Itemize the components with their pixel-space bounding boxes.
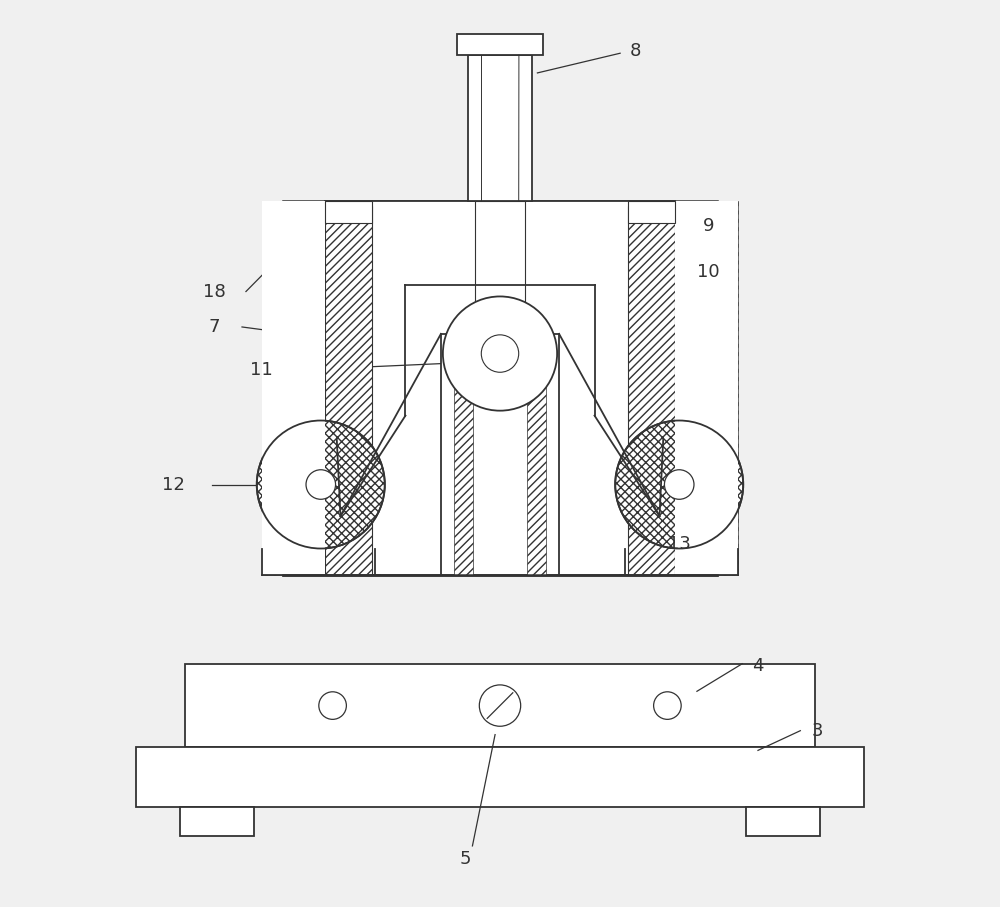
Bar — [468, 55, 532, 201]
Bar — [325, 206, 372, 575]
Text: 3: 3 — [811, 722, 823, 740]
Text: 4: 4 — [752, 657, 764, 675]
Circle shape — [486, 692, 514, 719]
Bar — [325, 201, 372, 222]
Bar — [283, 201, 717, 575]
Bar — [675, 201, 738, 575]
Text: 11: 11 — [250, 361, 273, 379]
Bar — [628, 201, 675, 222]
Circle shape — [479, 685, 521, 727]
Circle shape — [306, 470, 336, 499]
Bar — [457, 34, 543, 55]
Bar — [717, 201, 738, 575]
Circle shape — [615, 421, 743, 549]
Text: 18: 18 — [203, 282, 226, 300]
Circle shape — [664, 470, 694, 499]
Circle shape — [654, 692, 681, 719]
Text: 9: 9 — [703, 217, 715, 235]
Bar — [441, 334, 559, 575]
Bar — [475, 201, 525, 575]
Bar — [628, 206, 675, 575]
Bar — [262, 201, 283, 575]
Bar — [746, 806, 820, 836]
Bar — [136, 747, 864, 806]
Text: 12: 12 — [162, 475, 185, 493]
Circle shape — [481, 335, 519, 372]
Circle shape — [257, 421, 385, 549]
Bar — [185, 664, 815, 747]
Bar — [527, 334, 546, 575]
Text: 5: 5 — [460, 850, 471, 868]
Bar — [454, 334, 473, 575]
Circle shape — [443, 297, 557, 411]
Text: 7: 7 — [209, 318, 220, 336]
Text: 13: 13 — [668, 534, 691, 552]
Text: 10: 10 — [697, 263, 720, 281]
Bar — [180, 806, 254, 836]
Circle shape — [319, 692, 346, 719]
Bar — [325, 201, 675, 575]
Bar — [262, 201, 325, 575]
Text: 8: 8 — [630, 43, 642, 60]
